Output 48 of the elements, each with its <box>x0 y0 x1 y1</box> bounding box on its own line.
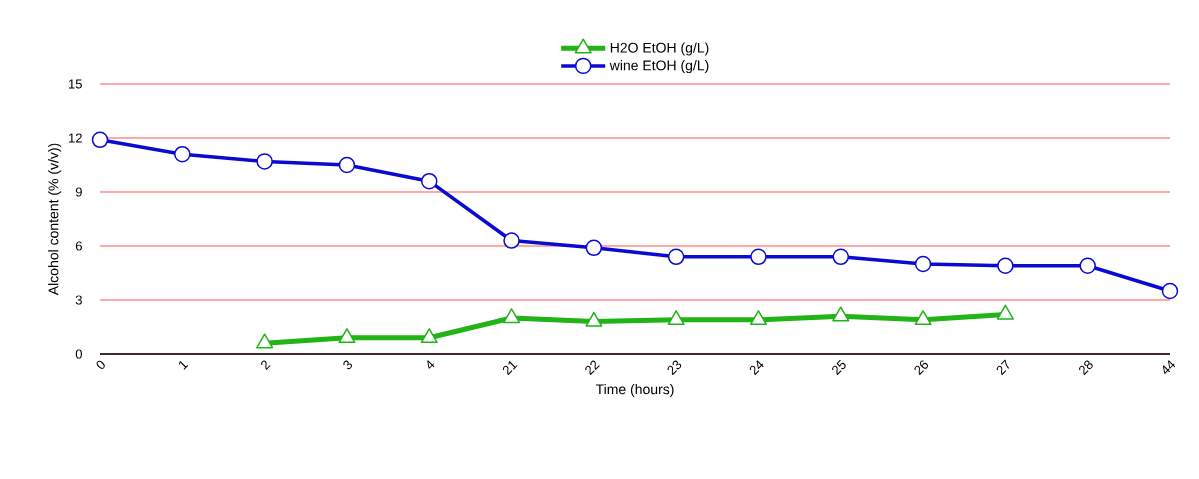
x-tick-label: 27 <box>996 359 1010 376</box>
point <box>914 255 932 273</box>
point <box>914 310 932 326</box>
point <box>667 310 685 326</box>
point <box>997 257 1014 275</box>
x-tick-label: 21 <box>502 361 518 376</box>
point <box>338 328 356 344</box>
y-axis-title: Alcohol content (% (v/v)) <box>48 143 62 296</box>
point <box>832 306 850 322</box>
x-tick-label: 22 <box>585 360 600 376</box>
x-tick-label: 23 <box>667 360 682 376</box>
x-tick-label: 26 <box>914 360 929 376</box>
x-tick-label: 0 <box>96 360 105 369</box>
legend-label: wine EtOH (g/L) <box>609 60 709 74</box>
y-tick-label: 12 <box>69 133 82 143</box>
point <box>749 310 768 326</box>
point <box>996 304 1014 320</box>
point <box>338 156 356 174</box>
point <box>1079 257 1096 275</box>
x-tick-label: 25 <box>832 359 846 376</box>
point <box>750 248 767 266</box>
y-tick-label: 9 <box>75 187 82 197</box>
point <box>91 131 109 149</box>
x-tick-label: 3 <box>343 360 353 370</box>
y-tick-label: 15 <box>69 79 82 89</box>
point <box>585 311 603 327</box>
x-tick-label: 2 <box>261 360 271 371</box>
point <box>256 333 274 349</box>
x-tick-label: 44 <box>1162 360 1176 374</box>
point <box>420 172 438 190</box>
point <box>420 328 438 344</box>
point <box>832 248 850 266</box>
y-tick-label: 3 <box>75 295 82 305</box>
legend-label: H2O EtOH (g/L) <box>610 42 709 56</box>
x-tick-label: 1 <box>179 360 189 370</box>
x-axis-title: Time (hours) <box>595 383 674 398</box>
point <box>256 153 273 170</box>
point <box>174 145 191 163</box>
point <box>1161 282 1179 300</box>
point <box>503 308 521 324</box>
point <box>503 232 520 249</box>
x-tick-label: 28 <box>1079 360 1093 376</box>
y-tick-label: 0 <box>75 349 82 359</box>
point <box>585 239 603 257</box>
x-tick-label: 24 <box>749 360 764 376</box>
point <box>667 248 685 266</box>
y-tick-label: 6 <box>75 241 82 251</box>
x-tick-label: 4 <box>427 360 435 369</box>
